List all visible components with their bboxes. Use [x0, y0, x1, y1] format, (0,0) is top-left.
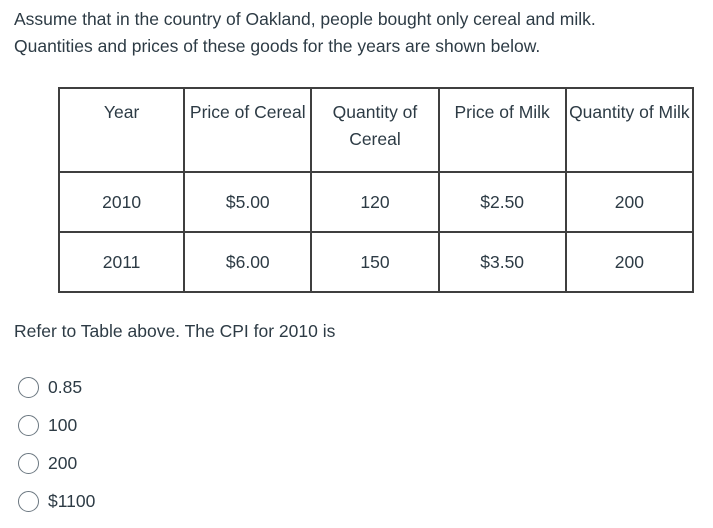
answer-option-label: 100: [48, 414, 78, 435]
table-header-row: Year Price of Cereal Quantity of Cereal …: [57, 87, 695, 173]
header-price-milk: Price of Milk: [437, 87, 567, 173]
table-cell: $5.00: [183, 171, 313, 233]
price-quantity-table: Year Price of Cereal Quantity of Cereal …: [57, 87, 695, 293]
answer-option-label: 0.85: [48, 376, 83, 397]
question-intro: Assume that in the country of Oakland, p…: [14, 6, 704, 60]
table-cell: 200: [564, 171, 695, 233]
table-cell: 2011: [57, 231, 186, 293]
answer-option-label: 200: [48, 452, 78, 473]
radio-button[interactable]: [18, 452, 39, 474]
answer-option[interactable]: $1100: [18, 482, 95, 520]
table-cell: 200: [564, 231, 695, 293]
answer-option[interactable]: 200: [18, 444, 95, 482]
answer-option[interactable]: 100: [18, 406, 95, 444]
intro-line-2: Quantities and prices of these goods for…: [14, 36, 541, 56]
header-quantity-cereal: Quantity of Cereal: [310, 87, 440, 173]
answer-option[interactable]: 0.85: [18, 368, 95, 406]
table-cell: $3.50: [437, 231, 567, 293]
answer-options: 0.85 100 200 $1100: [18, 368, 95, 520]
table-cell: 150: [310, 231, 440, 293]
header-quantity-milk: Quantity of Milk: [564, 87, 695, 173]
header-price-cereal: Price of Cereal: [183, 87, 313, 173]
radio-button[interactable]: [18, 490, 39, 512]
header-year: Year: [57, 87, 186, 173]
table-cell: 2010: [57, 171, 186, 233]
answer-option-label: $1100: [48, 490, 96, 511]
table-cell: $2.50: [437, 171, 567, 233]
table-cell: $6.00: [183, 231, 313, 293]
table-row: 2010 $5.00 120 $2.50 200: [57, 171, 695, 233]
intro-line-1: Assume that in the country of Oakland, p…: [14, 9, 596, 29]
table-row: 2011 $6.00 150 $3.50 200: [57, 231, 695, 293]
radio-button[interactable]: [18, 414, 39, 436]
table-cell: 120: [310, 171, 440, 233]
radio-button[interactable]: [18, 376, 39, 398]
question-text: Refer to Table above. The CPI for 2010 i…: [14, 321, 336, 341]
